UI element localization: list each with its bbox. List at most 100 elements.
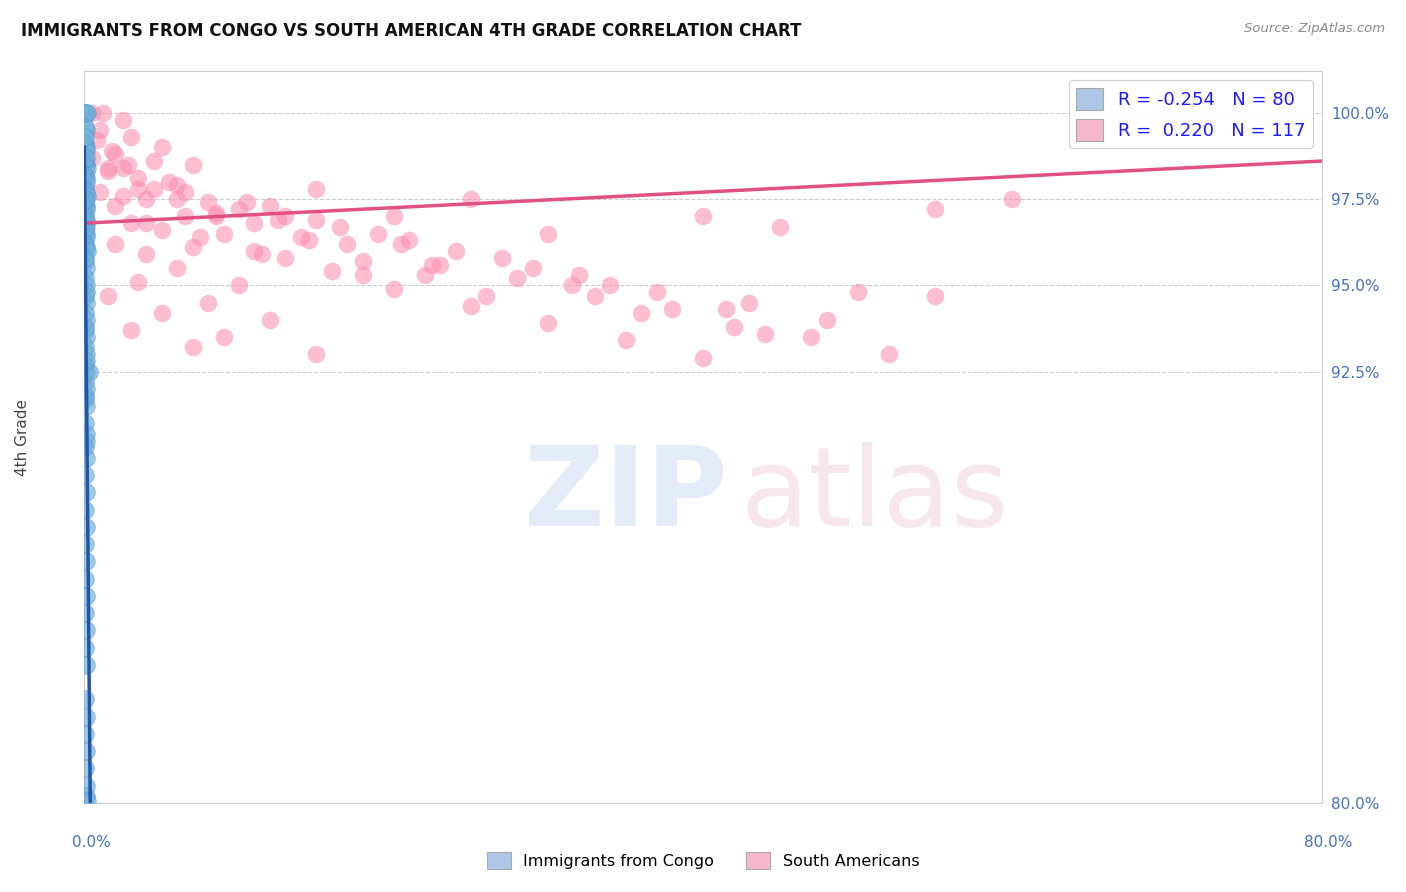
- Point: [135, 247, 157, 261]
- Point: [166, 178, 188, 193]
- Point: [259, 199, 281, 213]
- Point: [112, 188, 135, 202]
- Point: [75, 640, 97, 655]
- Point: [75, 171, 97, 186]
- Point: [75, 136, 97, 151]
- Point: [228, 278, 250, 293]
- Point: [89, 123, 111, 137]
- Point: [924, 288, 946, 302]
- Point: [274, 251, 297, 265]
- Point: [537, 316, 560, 330]
- Point: [174, 185, 197, 199]
- Point: [181, 340, 204, 354]
- Point: [398, 234, 420, 248]
- Point: [769, 219, 792, 234]
- Point: [754, 326, 776, 341]
- Point: [75, 195, 97, 210]
- Point: [75, 779, 97, 793]
- Point: [104, 199, 127, 213]
- Point: [75, 140, 97, 154]
- Point: [75, 216, 97, 230]
- Point: [75, 120, 97, 134]
- Point: [75, 295, 97, 310]
- Point: [75, 761, 97, 775]
- Point: [150, 223, 173, 237]
- Point: [91, 105, 114, 120]
- Point: [382, 209, 405, 223]
- Point: [104, 147, 127, 161]
- Point: [298, 234, 321, 248]
- Point: [104, 236, 127, 251]
- Point: [75, 123, 97, 137]
- Point: [1001, 192, 1024, 206]
- Point: [143, 154, 166, 169]
- Point: [75, 554, 97, 568]
- Point: [75, 537, 97, 551]
- Point: [692, 209, 714, 223]
- Point: [174, 209, 197, 223]
- Point: [205, 206, 228, 220]
- Point: [723, 319, 745, 334]
- Point: [75, 426, 97, 441]
- Point: [321, 264, 343, 278]
- Point: [75, 709, 97, 723]
- Legend: Immigrants from Congo, South Americans: Immigrants from Congo, South Americans: [481, 846, 925, 875]
- Point: [128, 171, 150, 186]
- Point: [97, 288, 120, 302]
- Text: 4th Grade: 4th Grade: [15, 399, 30, 475]
- Point: [181, 157, 204, 171]
- Point: [75, 624, 97, 638]
- Point: [101, 144, 124, 158]
- Point: [86, 133, 108, 147]
- Point: [75, 312, 97, 326]
- Point: [352, 268, 374, 282]
- Point: [75, 236, 97, 251]
- Point: [583, 288, 606, 302]
- Point: [75, 744, 97, 758]
- Point: [76, 105, 98, 120]
- Point: [75, 434, 97, 448]
- Point: [75, 278, 97, 293]
- Point: [561, 278, 583, 293]
- Text: ZIP: ZIP: [524, 442, 728, 549]
- Point: [150, 140, 173, 154]
- Point: [75, 154, 97, 169]
- Point: [75, 199, 97, 213]
- Point: [75, 382, 97, 396]
- Point: [212, 227, 235, 241]
- Point: [97, 164, 120, 178]
- Point: [75, 209, 97, 223]
- Point: [475, 288, 498, 302]
- Point: [75, 230, 97, 244]
- Point: [205, 209, 228, 223]
- Point: [75, 319, 97, 334]
- Point: [75, 340, 97, 354]
- Point: [506, 271, 529, 285]
- Point: [75, 692, 97, 706]
- Point: [429, 258, 451, 272]
- Point: [630, 306, 652, 320]
- Point: [75, 399, 97, 413]
- Point: [367, 227, 389, 241]
- Point: [267, 212, 290, 227]
- Point: [877, 347, 900, 361]
- Point: [128, 182, 150, 196]
- Point: [75, 347, 97, 361]
- Point: [243, 216, 266, 230]
- Point: [75, 727, 97, 741]
- Point: [382, 282, 405, 296]
- Point: [75, 260, 97, 275]
- Point: [228, 202, 250, 217]
- Point: [75, 175, 97, 189]
- Point: [75, 271, 97, 285]
- Point: [197, 195, 219, 210]
- Point: [75, 389, 97, 403]
- Point: [75, 468, 97, 483]
- Point: [290, 230, 312, 244]
- Point: [75, 306, 97, 320]
- Point: [82, 151, 104, 165]
- Text: atlas: atlas: [740, 442, 1008, 549]
- Point: [75, 157, 97, 171]
- Text: 0.0%: 0.0%: [72, 836, 111, 850]
- Point: [89, 185, 111, 199]
